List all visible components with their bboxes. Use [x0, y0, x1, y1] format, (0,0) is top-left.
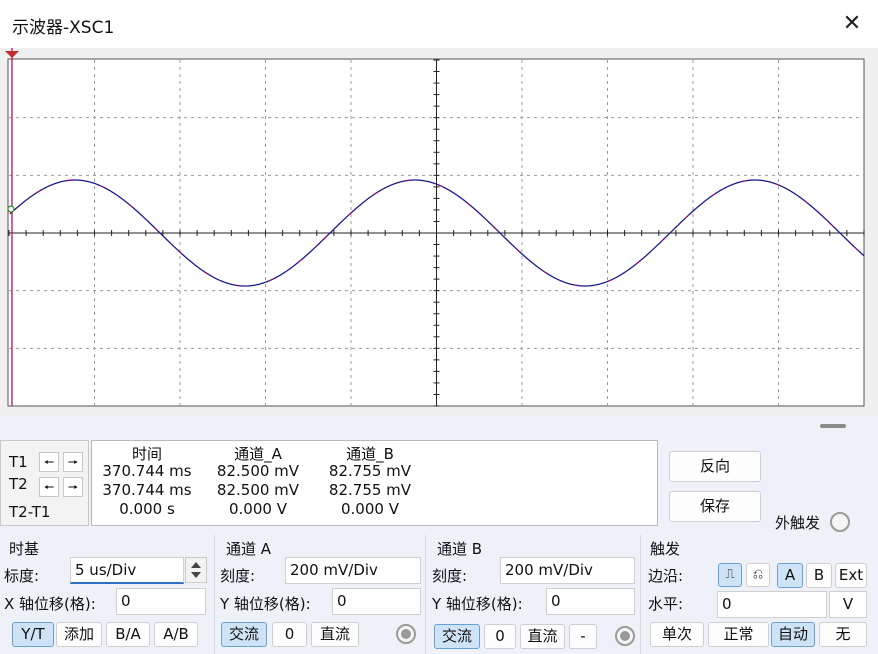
- trigger-single-button[interactable]: 单次: [650, 622, 704, 647]
- channel-a-zero-button[interactable]: 0: [272, 622, 307, 647]
- t2-label: T2: [9, 475, 28, 493]
- readout-t2-a: 82.500 mV: [204, 481, 312, 499]
- timebase-scale-stepper[interactable]: [185, 557, 207, 583]
- t2-t1-label: T2-T1: [9, 503, 50, 521]
- t1-left-button[interactable]: 🠔: [39, 452, 59, 472]
- cursor-t1-marker: [5, 51, 19, 58]
- window-title: 示波器-XSC1: [12, 13, 114, 38]
- scope-screen[interactable]: [0, 48, 878, 415]
- channel-b-dc-button[interactable]: 直流: [520, 624, 565, 649]
- readout-t1-b: 82.755 mV: [316, 462, 424, 480]
- trigger-auto-button[interactable]: 自动: [771, 622, 815, 647]
- channel-b-scale-input[interactable]: 200 mV/Div: [500, 557, 635, 584]
- t1-label: T1: [9, 453, 28, 471]
- trigger-marker: [8, 206, 14, 212]
- ext-trigger-label: 外触发: [775, 512, 820, 533]
- trigger-edge-label: 边沿:: [648, 565, 683, 586]
- readout-diff-b: 0.000 V: [316, 500, 424, 518]
- trigger-level-label: 水平:: [648, 593, 683, 614]
- timebase-scale-input[interactable]: 5 us/Div: [70, 557, 184, 584]
- readout-t1-a: 82.500 mV: [204, 462, 312, 480]
- readout-t2-time: 370.744 ms: [94, 481, 200, 499]
- title-bar: [0, 0, 878, 48]
- channel-a-scale-input[interactable]: 200 mV/Div: [285, 557, 421, 584]
- readout-diff-a: 0.000 V: [204, 500, 312, 518]
- readout-header-b: 通道_B: [320, 443, 420, 464]
- channel-a-title: 通道 A: [226, 538, 271, 559]
- t2-left-button[interactable]: 🠔: [39, 477, 59, 497]
- channel-b-zero-button[interactable]: 0: [484, 624, 516, 649]
- channel-a-ac-button[interactable]: 交流: [221, 622, 267, 647]
- channel-b-terminal-icon[interactable]: [615, 626, 635, 646]
- trigger-level-input[interactable]: 0: [717, 591, 827, 618]
- trigger-title: 触发: [650, 538, 680, 559]
- reverse-button[interactable]: 反向: [669, 451, 761, 482]
- channel-a-ypos-label: Y 轴位移(格):: [220, 593, 311, 614]
- trigger-rising-edge-icon[interactable]: ⎍: [718, 563, 742, 587]
- resize-handle[interactable]: [820, 424, 846, 428]
- channel-a-scale-label: 刻度:: [220, 565, 255, 586]
- mode-yt-button[interactable]: Y/T: [12, 622, 54, 647]
- channel-b-title: 通道 B: [437, 538, 482, 559]
- channel-a-terminal-icon[interactable]: [396, 624, 416, 644]
- timebase-scale-label: 标度:: [4, 565, 39, 586]
- save-button[interactable]: 保存: [669, 491, 761, 522]
- timebase-xpos-label: X 轴位移(格):: [4, 593, 96, 614]
- timebase-xpos-input[interactable]: 0: [116, 588, 206, 615]
- mode-add-button[interactable]: 添加: [56, 622, 102, 647]
- trigger-source-a-button[interactable]: A: [777, 563, 803, 588]
- t1-right-button[interactable]: 🠖: [63, 452, 83, 472]
- channel-a-dc-button[interactable]: 直流: [311, 622, 359, 647]
- close-icon[interactable]: ✕: [838, 10, 866, 38]
- channel-a-ypos-input[interactable]: 0: [332, 588, 421, 615]
- mode-ba-button[interactable]: B/A: [106, 622, 150, 647]
- readout-t1-time: 370.744 ms: [94, 462, 200, 480]
- readout-header-a: 通道_A: [208, 443, 308, 464]
- channel-b-ypos-input[interactable]: 0: [546, 588, 635, 615]
- readout-header-time: 时间: [97, 443, 197, 464]
- trigger-falling-edge-icon[interactable]: ⎌: [746, 563, 770, 587]
- timebase-title: 时基: [9, 538, 39, 559]
- t2-right-button[interactable]: 🠖: [63, 477, 83, 497]
- readout-diff-time: 0.000 s: [94, 500, 200, 518]
- channel-b-ypos-label: Y 轴位移(格):: [432, 593, 523, 614]
- trigger-source-b-button[interactable]: B: [806, 563, 832, 588]
- channel-b-scale-label: 刻度:: [432, 565, 467, 586]
- ext-trigger-terminal-icon[interactable]: [830, 512, 850, 532]
- channel-b-ac-button[interactable]: 交流: [434, 624, 480, 649]
- channel-b-invert-button[interactable]: -: [569, 624, 597, 649]
- readout-t2-b: 82.755 mV: [316, 481, 424, 499]
- trigger-source-ext-button[interactable]: Ext: [835, 563, 867, 588]
- mode-ab-button[interactable]: A/B: [154, 622, 198, 647]
- trigger-level-unit[interactable]: V: [829, 591, 867, 618]
- trigger-normal-button[interactable]: 正常: [708, 622, 769, 647]
- stepper-arrows-icon: [186, 558, 206, 582]
- trigger-none-button[interactable]: 无: [819, 622, 867, 647]
